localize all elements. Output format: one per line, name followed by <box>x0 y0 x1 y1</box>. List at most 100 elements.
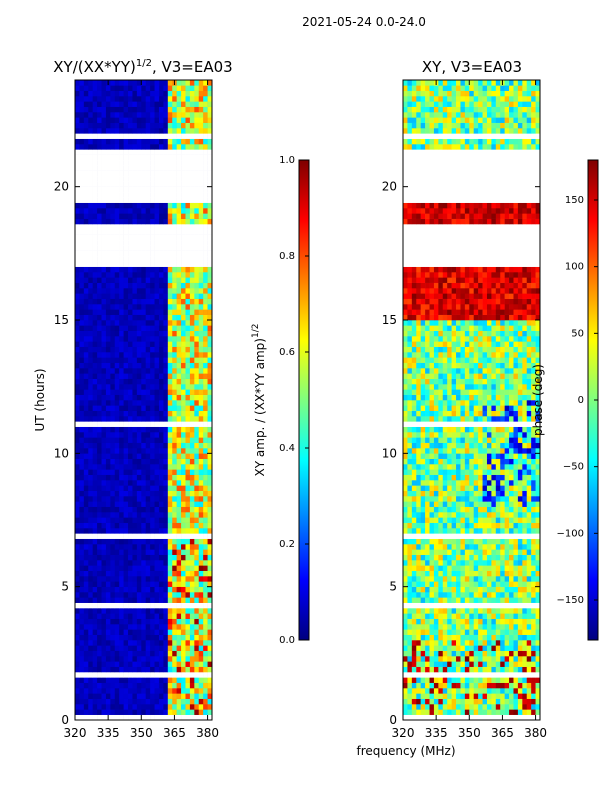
amplitude-heatmap-cell <box>75 565 80 571</box>
amplitude-heatmap-cell <box>185 304 191 310</box>
amplitude-heatmap-cell <box>119 666 124 673</box>
amplitude-heatmap-cell <box>150 256 155 262</box>
phase-heatmap-cell <box>526 634 532 641</box>
amplitude-heatmap-cell <box>150 325 155 331</box>
amplitude-heatmap-cell <box>181 672 186 678</box>
amplitude-heatmap-cell <box>145 650 151 657</box>
amplitude-heatmap-cell <box>141 693 147 699</box>
amplitude-heatmap-cell <box>79 293 85 299</box>
amplitude-heatmap-cell <box>114 677 120 683</box>
phase-heatmap-cell <box>442 618 448 625</box>
amplitude-heatmap-cell <box>203 592 208 598</box>
amplitude-heatmap-cell <box>105 122 111 129</box>
phase-heatmap-cell <box>478 618 483 625</box>
amplitude-heatmap-cell <box>110 437 116 443</box>
phase-heatmap-cell <box>486 666 492 673</box>
amplitude-heatmap-cell <box>83 416 89 422</box>
amplitude-heatmap-cell <box>101 144 107 150</box>
amplitude-heatmap-cell <box>163 544 169 550</box>
amplitude-heatmap-cell <box>119 336 124 342</box>
amplitude-heatmap-cell <box>136 709 142 715</box>
amplitude-heatmap-cell <box>79 602 85 609</box>
amplitude-heatmap-cell <box>141 464 147 470</box>
amplitude-heatmap-cell <box>119 266 124 273</box>
amplitude-heatmap-cell <box>79 560 85 566</box>
amplitude-heatmap-cell <box>207 650 213 657</box>
amplitude-heatmap-cell <box>194 165 200 171</box>
phase-heatmap-cell <box>464 544 470 550</box>
phase-heatmap-cell <box>464 677 470 683</box>
amplitude-heatmap-cell <box>167 208 173 214</box>
amplitude-heatmap-cell <box>203 544 208 550</box>
amplitude-heatmap-cell <box>75 314 80 321</box>
amplitude-heatmap-cell <box>88 474 93 481</box>
phase-heatmap-cell <box>420 538 426 545</box>
amplitude-heatmap-cell <box>75 213 80 219</box>
amplitude-heatmap-cell <box>158 128 164 134</box>
amplitude-heatmap-cell <box>207 517 213 523</box>
phase-heatmap-cell <box>495 554 501 561</box>
phase-heatmap-cell <box>535 608 541 614</box>
amplitude-heatmap-cell <box>154 709 160 715</box>
amplitude-heatmap-cell <box>198 138 204 145</box>
amplitude-heatmap-cell <box>141 96 147 102</box>
amplitude-heatmap-cell <box>181 197 186 203</box>
amplitude-heatmap-cell <box>136 181 142 187</box>
amplitude-heatmap-cell <box>145 218 151 225</box>
amplitude-heatmap-cell <box>92 138 98 145</box>
amplitude-heatmap-cell <box>154 661 160 667</box>
amplitude-heatmap-cell <box>92 90 98 97</box>
amplitude-heatmap-cell <box>101 245 107 251</box>
amplitude-heatmap-cell <box>172 490 177 497</box>
amplitude-heatmap-cell <box>189 709 195 715</box>
amplitude-heatmap-cell <box>83 128 89 134</box>
amplitude-heatmap-cell <box>105 565 111 571</box>
amplitude-heatmap-cell <box>128 133 133 139</box>
amplitude-heatmap-cell <box>79 597 85 603</box>
amplitude-heatmap-cell <box>181 421 186 427</box>
phase-heatmap-cell <box>447 661 452 667</box>
phase-heatmap-cell <box>420 661 426 667</box>
amplitude-heatmap-cell <box>145 170 151 177</box>
amplitude-heatmap-cell <box>203 496 208 502</box>
amplitude-heatmap-cell <box>189 672 195 678</box>
amplitude-heatmap-cell <box>154 618 160 625</box>
phase-heatmap-cell <box>517 682 523 689</box>
amplitude-heatmap-cell <box>105 149 111 155</box>
amplitude-heatmap-cell <box>158 672 164 678</box>
phase-heatmap-cell <box>429 565 435 571</box>
phase-heatmap-cell <box>420 704 426 710</box>
amplitude-heatmap-cell <box>189 538 195 545</box>
amplitude-heatmap-cell <box>88 170 93 177</box>
amplitude-heatmap-cell <box>75 202 80 209</box>
amplitude-heatmap-cell <box>92 426 98 433</box>
amplitude-heatmap-cell <box>92 400 98 406</box>
amplitude-heatmap-cell <box>92 149 98 155</box>
phase-heatmap-cell <box>486 560 492 566</box>
phase-heatmap-cell <box>411 533 417 539</box>
amplitude-heatmap-cell <box>110 469 116 475</box>
amplitude-heatmap-cell <box>158 160 164 166</box>
phase-heatmap-cell <box>416 592 421 598</box>
amplitude-heatmap-cell <box>88 453 93 459</box>
amplitude-heatmap-cell <box>150 661 155 667</box>
phase-heatmap-cell <box>531 698 536 705</box>
amplitude-heatmap-cell <box>154 640 160 646</box>
amplitude-heatmap-cell <box>75 176 80 182</box>
amplitude-heatmap-cell <box>150 517 155 523</box>
amplitude-heatmap-cell <box>88 618 93 625</box>
amplitude-heatmap-cell <box>128 128 133 134</box>
amplitude-heatmap-cell <box>92 650 98 657</box>
amplitude-heatmap-cell <box>79 629 85 635</box>
amplitude-heatmap-cell <box>132 570 138 577</box>
phase-heatmap-cell <box>442 517 448 523</box>
amplitude-heatmap-cell <box>123 714 129 721</box>
amplitude-heatmap-cell <box>136 213 142 219</box>
amplitude-heatmap-cell <box>83 565 89 571</box>
amplitude-heatmap-cell <box>158 80 164 86</box>
amplitude-heatmap-cell <box>128 714 133 721</box>
phase-heatmap-cell <box>447 608 452 614</box>
amplitude-heatmap-cell <box>194 234 200 241</box>
phase-heatmap-cell <box>531 624 536 630</box>
amplitude-heatmap-cell <box>88 314 93 321</box>
